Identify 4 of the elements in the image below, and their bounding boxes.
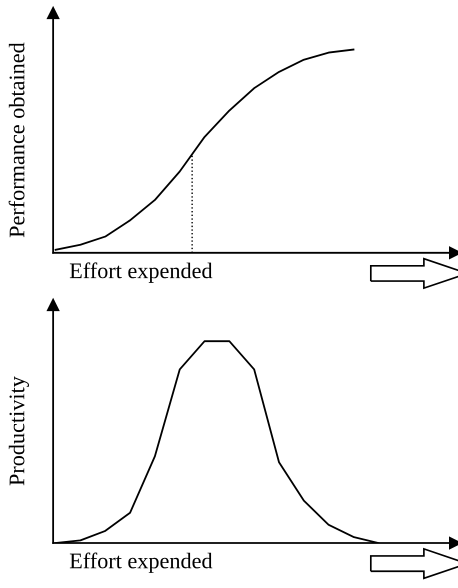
y-axis-title: Productivity: [8, 376, 29, 486]
x-axis-title: Effort expended: [70, 262, 212, 283]
y-axis-title: Performance obtained: [8, 42, 24, 238]
x-axis-title: Effort expended: [70, 552, 212, 573]
